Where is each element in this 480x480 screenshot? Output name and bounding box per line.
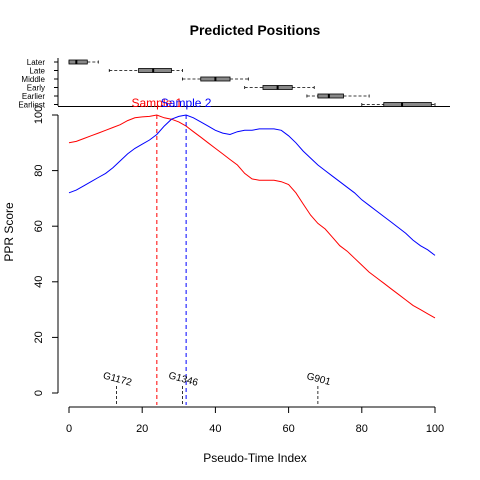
box-later [68,59,88,65]
x-tick-label-80: 80 [356,423,368,435]
annotation-label-g1346: G1346 [167,370,199,389]
stage-label-early: Early [27,84,45,93]
chart-title: Predicted Positions [190,22,321,38]
box-earliest [383,102,432,107]
annotation-label-g1172: G1172 [102,370,134,388]
stage-label-earlier: Earlier [22,92,45,101]
stage-label-middle: Middle [21,75,45,84]
stage-label-late: Late [29,67,45,76]
box-earlier [317,93,344,99]
box-late [138,68,172,73]
y-tick-label-20: 20 [33,331,45,343]
vline-label-sample-2: Sample 2 [161,96,212,110]
series-line-sample-2 [68,114,436,256]
x-tick-label-20: 20 [136,423,148,435]
y-tick-label-100: 100 [33,106,45,124]
y-tick-label-80: 80 [33,164,45,176]
series-line-sample-1 [68,114,436,319]
x-tick-label-0: 0 [66,423,72,435]
stage-label-earliest: Earliest [18,101,45,110]
y-axis-title: PPR Score [2,202,16,262]
vline-label-sample-1: Sample 1 [131,96,182,110]
x-tick-label-40: 40 [209,423,221,435]
y-tick-label-40: 40 [33,276,45,288]
x-tick-label-60: 60 [282,423,294,435]
x-axis-title: Pseudo-Time Index [203,451,307,465]
annotation-label-g901: G901 [305,371,332,388]
x-tick-label-100: 100 [426,423,444,435]
stage-label-later: Later [27,58,46,67]
y-tick-label-0: 0 [33,390,45,396]
y-tick-label-60: 60 [33,220,45,232]
